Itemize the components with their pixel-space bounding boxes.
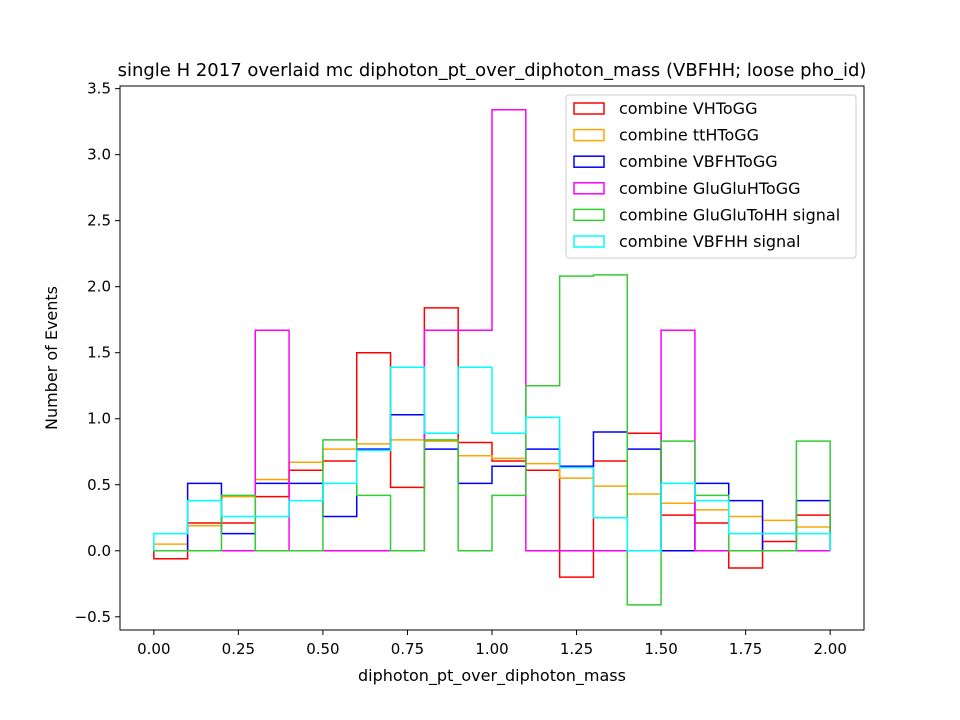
legend-label: combine VBFHToGG <box>619 152 778 171</box>
x-tick-label: 0.75 <box>391 640 424 658</box>
x-tick-label: 1.75 <box>729 640 762 658</box>
legend-label: combine GluGluToHH signal <box>619 205 840 224</box>
y-tick-label: 0.0 <box>87 542 111 560</box>
x-tick-label: 1.25 <box>560 640 593 658</box>
y-tick-label: 2.5 <box>87 212 111 230</box>
y-tick-label: 2.0 <box>87 278 111 296</box>
legend-swatch <box>573 208 605 222</box>
y-tick-label: 3.5 <box>87 80 111 98</box>
legend: combine VHToGG combine ttHToGG combine VBF… <box>565 94 857 259</box>
y-tick-label: 0.5 <box>87 476 111 494</box>
legend-swatch <box>573 102 605 115</box>
legend-swatch <box>573 128 605 142</box>
y-axis: −0.5 0.0 0.5 1.0 1.5 2.0 2.5 3.0 3.5 <box>75 80 120 626</box>
legend-label: combine VBFHH signal <box>619 232 800 251</box>
y-tick-label: −0.5 <box>75 608 111 626</box>
series-5-step-line <box>153 274 831 606</box>
legend-frame <box>565 94 857 259</box>
chart-title: single H 2017 overlaid mc diphoton_pt_ov… <box>118 60 867 81</box>
series-layer <box>153 109 831 606</box>
x-axis: 0.00 0.25 0.50 0.75 1.00 1.25 1.50 1.75 2.00 <box>137 630 847 658</box>
series-3-step-line <box>153 414 831 552</box>
x-axis-label: diphoton_pt_over_diphoton_mass <box>358 666 626 686</box>
x-tick-label: 1.50 <box>644 640 677 658</box>
y-axis-label: Number of Events <box>42 286 61 430</box>
y-tick-label: 1.0 <box>87 410 111 428</box>
x-tick-label: 0.25 <box>222 640 255 658</box>
legend-label: combine ttHToGG <box>619 126 759 145</box>
series-6-step-line <box>153 366 831 552</box>
legend-label: combine GluGluHToGG <box>619 179 800 198</box>
y-tick-label: 1.5 <box>87 344 111 362</box>
x-tick-label: 1.00 <box>475 640 508 658</box>
legend-swatch <box>573 235 605 248</box>
y-tick-label: 3.0 <box>87 146 111 164</box>
x-tick-label: 0.50 <box>306 640 339 658</box>
legend-swatch <box>573 155 605 168</box>
x-tick-label: 0.00 <box>137 640 170 658</box>
legend-swatch <box>573 182 605 195</box>
legend-label: combine VHToGG <box>619 99 757 118</box>
x-tick-label: 2.00 <box>813 640 846 658</box>
